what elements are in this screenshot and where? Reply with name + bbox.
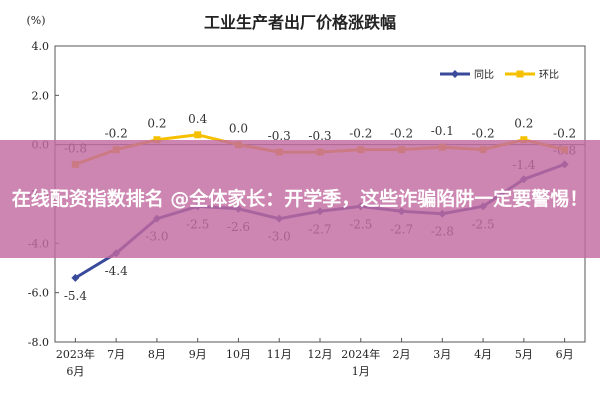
data-label-mom: -0.2 [390,127,413,141]
promo-banner-text[interactable]: 在线配资指数排名 @全体家长：开学季，这些诈骗陷阱一定要警惕！ [11,188,589,210]
y-tick-label: -6.0 [28,287,49,300]
promo-banner-overlay[interactable]: 在线配资指数排名 @全体家长：开学季，这些诈骗陷阱一定要警惕！ [0,140,600,258]
data-label-mom: -0.3 [308,129,331,143]
y-tick-label: -8.0 [28,336,49,349]
legend-label-yoy: 同比 [474,69,494,81]
y-tick-label: 4.0 [32,40,50,53]
x-tick-label: 9月 [189,348,207,361]
x-tick-label: 2023年 [56,347,95,361]
data-label-mom: -0.2 [105,127,128,141]
x-tick-label: 8月 [148,348,166,361]
legend-label-mom: 环比 [539,69,559,81]
data-point-mom [194,131,202,139]
data-point-yoy [71,273,80,282]
y-axis-label: (%) [26,14,45,27]
chart-title: 工业生产者出厂价格涨跌幅 [204,13,396,32]
x-tick-label: 7月 [107,348,125,361]
data-label-mom: 0.2 [147,117,166,131]
data-label-mom: -0.3 [268,129,291,143]
data-point-mom [153,136,161,144]
legend-marker-yoy [451,70,459,78]
x-tick-label: 5月 [515,348,533,361]
x-tick-label: 1月 [352,365,370,378]
y-tick-label: 2.0 [32,89,50,102]
x-tick-label: 6月 [556,348,574,361]
x-tick-label: 4月 [474,348,492,361]
x-tick-label: 6月 [66,365,84,378]
legend-marker-mom [516,70,524,78]
x-tick-label: 2024年 [341,347,380,361]
data-label-yoy: -4.4 [105,264,129,278]
data-label-mom: -0.2 [349,127,372,141]
data-label-mom: 0.4 [188,112,207,126]
data-point-mom [520,136,528,144]
data-label-mom: 0.0 [229,122,248,136]
data-label-mom: -0.1 [431,124,454,138]
x-tick-label: 12月 [308,348,333,361]
data-label-mom: -0.2 [472,127,495,141]
data-label-mom: 0.2 [514,117,533,131]
x-tick-label: 3月 [433,348,451,361]
x-tick-label: 11月 [267,348,292,361]
x-tick-label: 10月 [226,348,251,361]
data-label-yoy: -5.4 [64,289,88,303]
x-tick-label: 2月 [393,348,411,361]
data-label-mom: -0.2 [553,127,576,141]
